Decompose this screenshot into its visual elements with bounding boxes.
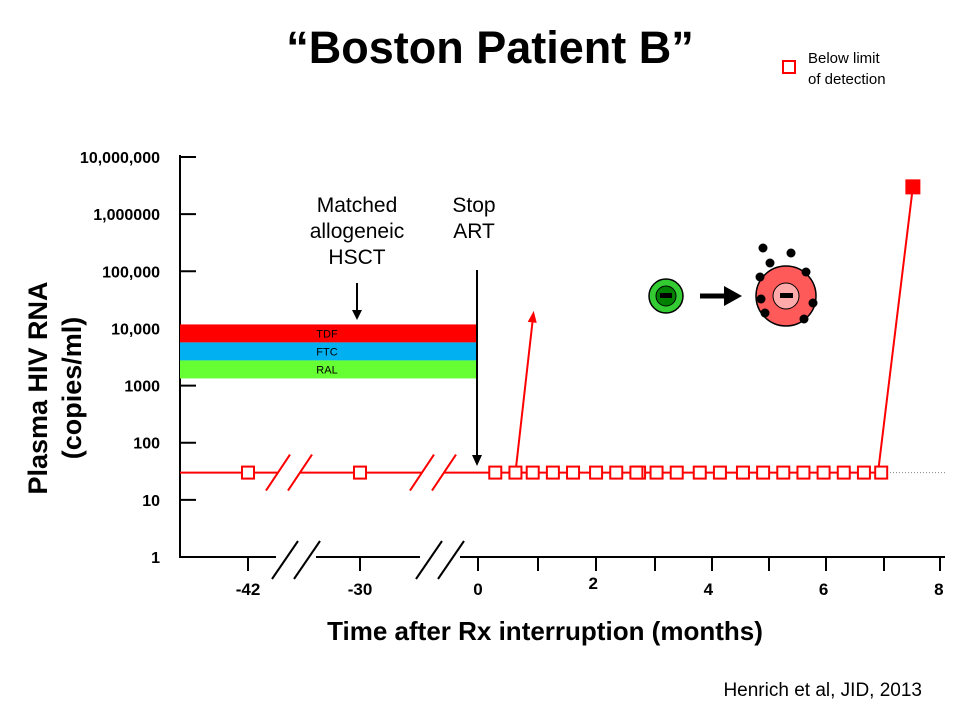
x-tick-label: -42 — [236, 580, 261, 599]
annotation-stop-art-arrowhead — [472, 455, 482, 466]
data-point-below-limit — [525, 465, 540, 480]
x-tick-label: 0 — [473, 580, 482, 599]
data-point-below-limit — [836, 465, 851, 480]
data-point-below-limit — [735, 465, 750, 480]
provirus-icon — [780, 293, 793, 298]
y-tick-label: 10,000,000 — [80, 150, 160, 167]
data-point-below-limit — [756, 465, 771, 480]
y-tick-label: 10 — [142, 493, 160, 510]
series-break-mark — [287, 454, 313, 492]
series-break-mark — [431, 454, 457, 492]
annotation-hsct-text: HSCT — [328, 246, 385, 269]
legend-line-2: of detection — [808, 71, 886, 88]
x-tick-label: 6 — [819, 580, 828, 599]
regimen-bar-ral — [180, 360, 478, 379]
blip-arrow-line — [514, 319, 534, 473]
data-point-below-limit — [241, 465, 255, 480]
series-break-mark — [265, 454, 291, 492]
data-point-below-limit — [692, 465, 707, 480]
regimen-bar-ftc — [180, 342, 478, 361]
virion-icon — [799, 314, 809, 324]
y-tick-label: 1,000000 — [93, 207, 160, 224]
data-point-below-limit — [629, 465, 644, 480]
citation: Henrich et al, JID, 2013 — [723, 680, 922, 701]
virion-icon — [755, 272, 765, 282]
data-point-below-limit — [508, 465, 523, 480]
virion-icon — [760, 308, 770, 318]
provirus-icon — [660, 293, 672, 298]
data-point-below-limit — [566, 465, 581, 480]
data-point-below-limit — [816, 465, 831, 480]
y-tick-label: 1 — [151, 550, 160, 567]
legend-line-1: Below limit — [808, 50, 880, 67]
x-tick-label: 4 — [704, 580, 714, 599]
data-point-below-limit — [545, 465, 560, 480]
y-tick-label: 100,000 — [102, 264, 160, 281]
regimen-bar-label: FTC — [316, 346, 337, 358]
axis-break-mark — [415, 540, 443, 580]
y-tick-label: 1000 — [124, 379, 160, 396]
data-point-rebound — [905, 179, 921, 195]
virion-icon — [801, 267, 811, 277]
data-point-below-limit — [796, 465, 811, 480]
legend-open-square-icon — [782, 60, 796, 74]
rebound-line — [877, 186, 914, 473]
legend-label: Below limit of detection — [808, 48, 928, 90]
data-point-below-limit — [488, 465, 503, 480]
arrow-right-head-icon — [724, 286, 742, 306]
axis-break-gap — [420, 553, 460, 561]
annotation-stop-art-text: Stop — [452, 194, 495, 217]
y-tick-label: 100 — [133, 436, 160, 453]
virion-icon — [758, 243, 768, 253]
regimen-bar-label: TDF — [316, 328, 338, 340]
data-point-below-limit — [776, 465, 791, 480]
data-point-below-limit — [609, 465, 624, 480]
data-point-below-limit — [353, 465, 367, 480]
regimen-bar-tdf — [180, 324, 478, 343]
virion-icon — [808, 298, 818, 308]
virion-icon — [786, 248, 796, 258]
chart-title: “Boston Patient B” — [286, 22, 694, 73]
annotation-hsct-arrowhead — [352, 310, 362, 320]
x-axis-title: Time after Rx interruption (months) — [327, 616, 763, 646]
series-break-mark — [409, 454, 435, 492]
axis-break-mark — [437, 540, 465, 580]
data-point-below-limit — [669, 465, 684, 480]
data-point-below-limit — [589, 465, 604, 480]
regimen-bar-label: RAL — [316, 364, 337, 376]
virion-icon — [756, 294, 766, 304]
annotation-hsct-text: allogeneic — [310, 220, 405, 243]
data-point-below-limit — [856, 465, 871, 480]
data-point-below-limit — [874, 465, 889, 480]
x-tick-label: 8 — [934, 580, 943, 599]
x-tick-label: 2 — [588, 574, 597, 593]
data-point-below-limit — [712, 465, 727, 480]
y-tick-label: 10,000 — [111, 321, 160, 338]
axis-break-gap — [276, 553, 316, 561]
annotation-stop-art-text: ART — [453, 220, 495, 243]
blip-arrowhead — [527, 310, 537, 323]
axis-break-mark — [271, 540, 299, 580]
annotation-hsct-text: Matched — [317, 194, 398, 217]
x-tick-label: -30 — [348, 580, 373, 599]
data-point-below-limit — [649, 465, 664, 480]
virion-icon — [765, 258, 775, 268]
axis-break-mark — [293, 540, 321, 580]
